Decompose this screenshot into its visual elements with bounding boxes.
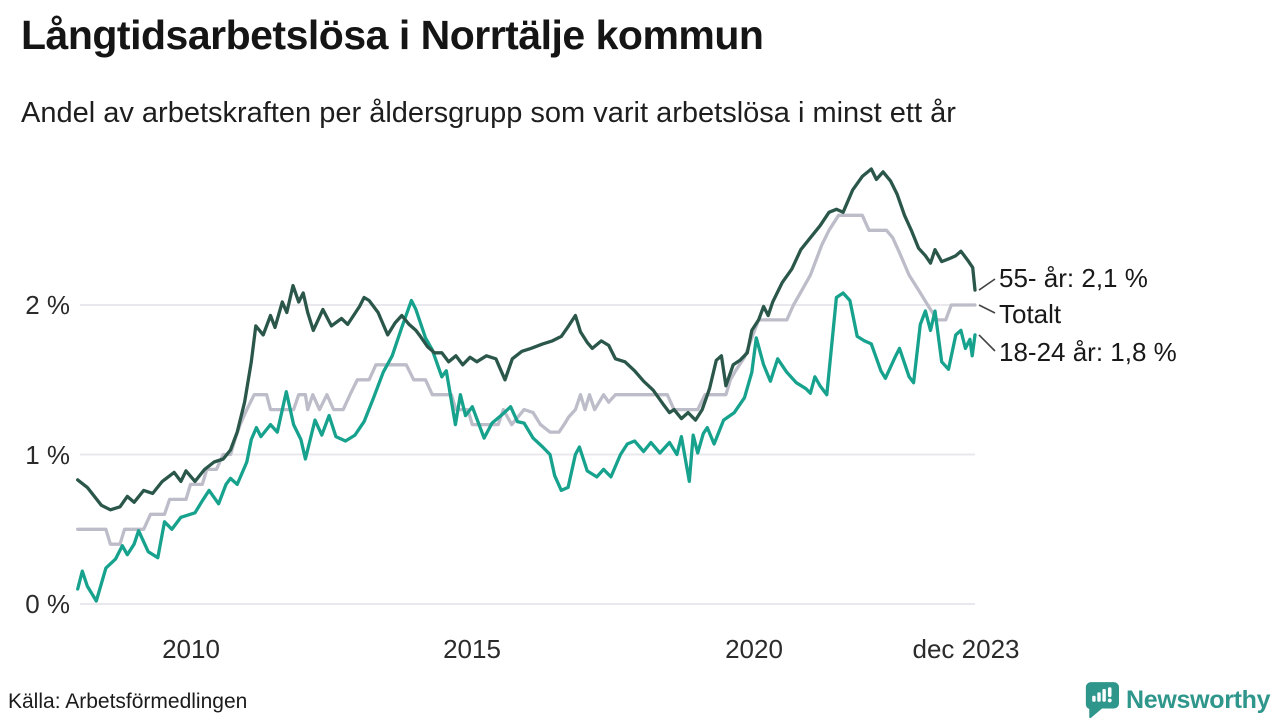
y-axis-tick-0: 0 % bbox=[25, 589, 70, 619]
x-axis-tick-dec-2023: dec 2023 bbox=[912, 634, 1020, 664]
label-connector-1 bbox=[978, 304, 996, 314]
y-axis-tick-1: 1 % bbox=[25, 440, 70, 470]
series-end-label-55: 55- år: 2,1 % bbox=[999, 263, 1148, 293]
series-line-Totalt bbox=[76, 213, 977, 546]
label-connectors bbox=[978, 278, 996, 352]
page-title: Långtidsarbetslösa i Norrtälje kommun bbox=[21, 12, 764, 58]
y-axis-tick-2: 2 % bbox=[25, 290, 70, 320]
series-end-label-18-24: 18-24 år: 1,8 % bbox=[999, 337, 1177, 367]
x-axis-tick-2010: 2010 bbox=[162, 634, 220, 664]
source-note: Källa: Arbetsförmedlingen bbox=[8, 690, 248, 713]
label-connector-2 bbox=[978, 334, 996, 352]
series-line-18-24-r bbox=[76, 291, 977, 603]
label-connector-0 bbox=[978, 278, 996, 291]
series-end-label-totalt: Totalt bbox=[999, 299, 1062, 329]
x-axis-tick-2020: 2020 bbox=[725, 634, 783, 664]
series-line-55-r bbox=[76, 167, 977, 512]
chart-subtitle: Andel av arbetskraften per åldersgrupp s… bbox=[21, 97, 956, 129]
newsworthy-logo-icon bbox=[1085, 682, 1119, 719]
series-lines bbox=[76, 167, 977, 603]
newsworthy-brand: Newsworthy bbox=[1085, 681, 1271, 719]
x-axis-tick-2015: 2015 bbox=[443, 634, 501, 664]
newsworthy-brand-text: Newsworthy bbox=[1126, 685, 1271, 714]
logo-bars-icon bbox=[1092, 687, 1112, 703]
